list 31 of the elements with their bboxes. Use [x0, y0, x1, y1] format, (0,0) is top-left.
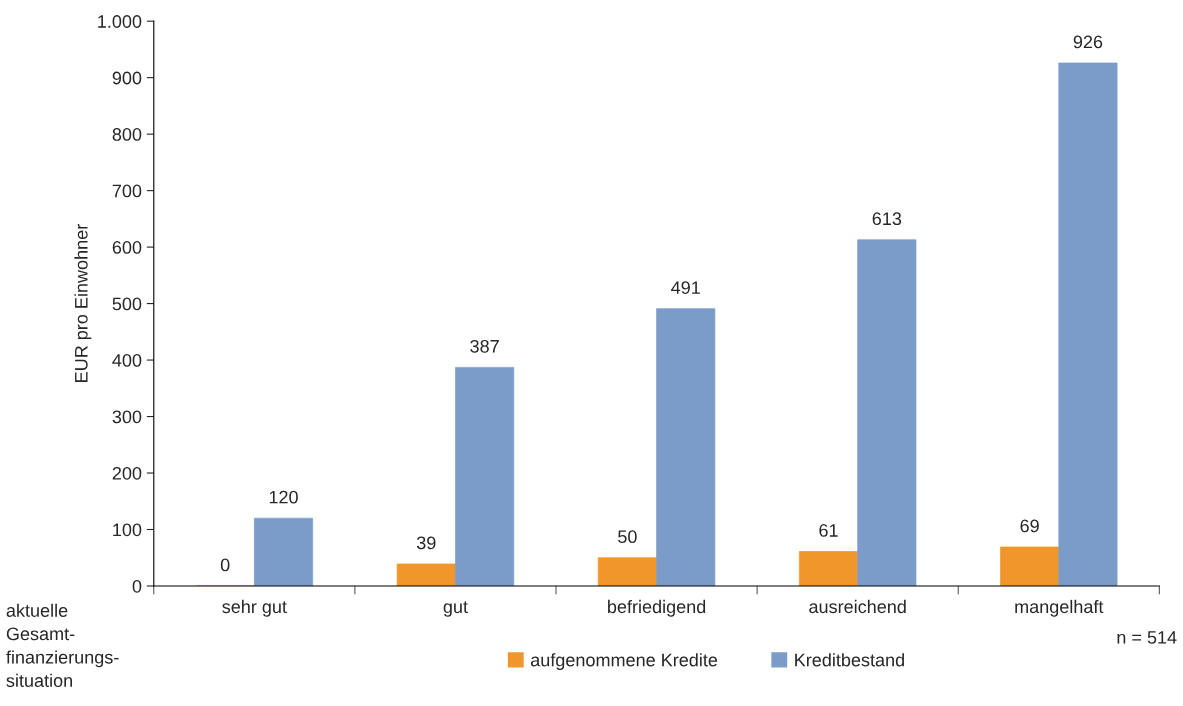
data-label: 387: [470, 339, 499, 353]
y-axis-title: EUR pro Einwohner: [74, 224, 92, 382]
data-label: 0: [220, 558, 230, 572]
x-tick-label: befriedigend: [608, 599, 706, 617]
data-label: 613: [872, 212, 902, 226]
x-tick-label: gut: [443, 601, 468, 617]
y-tick-label: 600: [112, 241, 142, 254]
y-tick-label: 800: [112, 128, 142, 141]
y-tick-label: 700: [112, 184, 142, 198]
x-axis-title: aktuelle Gesamt- finanzierungs- situation: [6, 603, 119, 688]
data-label: 491: [671, 281, 700, 294]
y-tick-label: 400: [112, 353, 142, 367]
y-tick-label: 200: [112, 466, 142, 480]
text: n = 514: [1117, 631, 1177, 644]
y-tick-label: 1.000: [98, 15, 142, 28]
data-label: 39: [416, 536, 436, 550]
y-tick-label: 0: [132, 579, 142, 593]
data-label: 50: [618, 530, 637, 544]
data-label: 69: [1020, 519, 1039, 533]
data-label: 926: [1073, 35, 1103, 49]
legend-label: Kreditbestand: [795, 653, 904, 667]
legend-label: aufgenommene Kredite: [530, 653, 718, 670]
y-tick-label: 900: [112, 71, 142, 85]
x-tick-label: mangelhaft: [1015, 599, 1104, 617]
x-tick-label: ausreichend: [809, 599, 906, 614]
data-label: 61: [819, 524, 838, 537]
y-tick-label: 300: [112, 410, 142, 424]
data-label: 120: [269, 490, 298, 504]
x-tick-label: sehr gut: [222, 599, 287, 617]
y-tick-label: 500: [112, 297, 142, 311]
y-tick-label: 100: [113, 523, 142, 537]
